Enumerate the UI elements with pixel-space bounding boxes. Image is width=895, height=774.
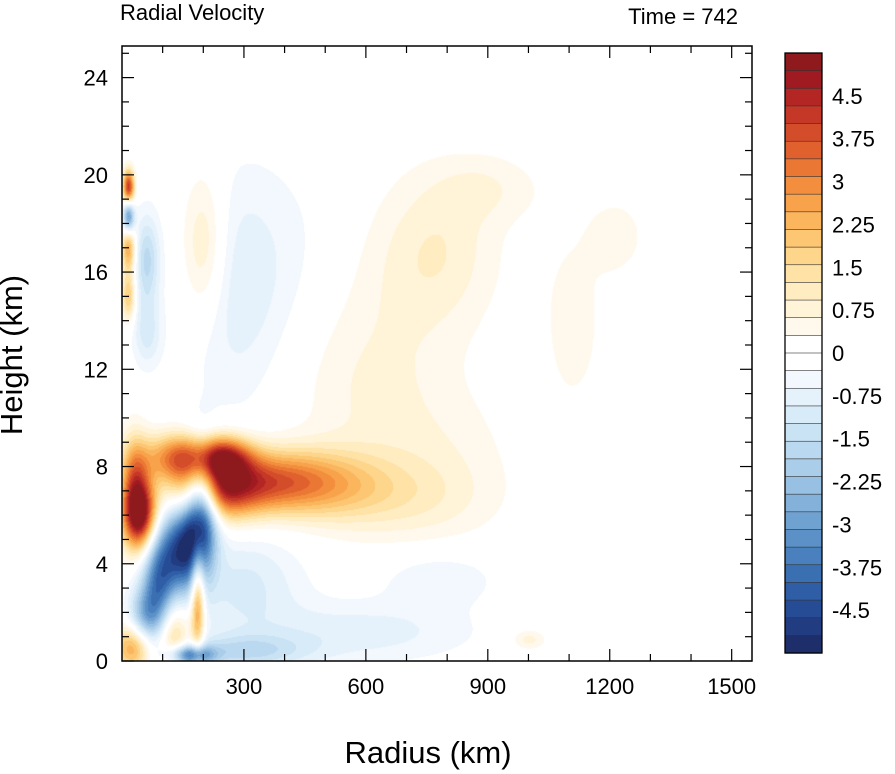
colorbar-swatch (784, 158, 823, 178)
colorbar-swatch (784, 423, 823, 442)
colorbar-swatch (784, 246, 823, 266)
colorbar-swatch (784, 440, 823, 460)
colorbar-tick-label: 0.75 (832, 298, 875, 323)
x-tick-label: 900 (469, 674, 506, 699)
colorbar-tick-label: -2.25 (832, 470, 882, 495)
y-tick-label: 12 (84, 357, 108, 382)
colorbar-swatch (784, 193, 823, 213)
colorbar-frame (784, 52, 823, 654)
colorbar-tick-label: 3.75 (832, 127, 875, 152)
plot-frame (121, 45, 753, 662)
colorbar-swatch (784, 176, 823, 195)
colorbar-tick-label: -3.75 (832, 555, 882, 580)
colorbar-tick-label: -3 (832, 512, 852, 537)
colorbar-swatch (784, 546, 823, 566)
colorbar: 4.5 3.75 3 2.25 1.5 0.75 0 -0.75 -1.5 -2.25 -3 -3.7… (784, 52, 882, 654)
y-axis: 0 4 8 12 16 20 24 (84, 52, 752, 674)
heatmap-field (122, 46, 752, 661)
colorbar-swatch (784, 635, 823, 654)
y-tick-label: 8 (96, 455, 108, 480)
y-tick-label: 4 (96, 552, 108, 577)
y-tick-label: 16 (84, 260, 108, 285)
colorbar-swatch (784, 299, 823, 319)
colorbar-swatch (784, 405, 823, 425)
y-axis-label: Height (km) (0, 275, 29, 435)
x-axis: 300 600 900 1200 1500 (162, 46, 756, 699)
x-tick-label: 1200 (585, 674, 634, 699)
colorbar-swatch (784, 123, 823, 142)
colorbar-swatch (784, 105, 823, 125)
y-tick-label: 20 (84, 163, 108, 188)
colorbar-swatch (784, 229, 823, 248)
colorbar-swatch (784, 335, 823, 354)
colorbar-swatch (784, 282, 823, 301)
colorbar-swatch (784, 564, 823, 584)
x-tick-label: 1500 (707, 674, 756, 699)
colorbar-swatch (784, 352, 823, 372)
colorbar-swatch (784, 140, 823, 160)
colorbar-swatch (784, 511, 823, 531)
colorbar-swatch (784, 87, 823, 107)
heatmap (122, 46, 752, 661)
colorbar-tick-label: 4.5 (832, 84, 863, 109)
colorbar-swatch (784, 370, 823, 389)
colorbar-swatch (784, 493, 823, 513)
colorbar-tick-label: -1.5 (832, 427, 870, 452)
colorbar-tick-label: -0.75 (832, 384, 882, 409)
y-tick-label: 0 (96, 649, 108, 674)
colorbar-swatch (784, 617, 823, 636)
colorbar-swatch (784, 458, 823, 478)
x-tick-label: 300 (226, 674, 263, 699)
x-axis-label: Radius (km) (344, 735, 511, 770)
colorbar-swatch (784, 387, 823, 407)
colorbar-tick-label: 1.5 (832, 255, 863, 280)
x-tick-label: 600 (348, 674, 385, 699)
chart-title: Radial Velocity (120, 0, 264, 25)
colorbar-swatch (784, 317, 823, 336)
colorbar-swatch (784, 476, 823, 495)
colorbar-swatch (784, 264, 823, 284)
chart-subtitle: Time = 742 (628, 4, 738, 29)
colorbar-tick-label: 0 (832, 341, 844, 366)
colorbar-tick-label: -4.5 (832, 598, 870, 623)
y-tick-label: 24 (84, 66, 108, 91)
colorbar-tick-label: 2.25 (832, 212, 875, 237)
colorbar-swatch (784, 599, 823, 619)
colorbar-swatch (784, 70, 823, 89)
colorbar-swatch (784, 52, 823, 72)
colorbar-tick-label: 3 (832, 170, 844, 195)
colorbar-swatch (784, 529, 823, 548)
colorbar-swatch (784, 582, 823, 601)
colorbar-swatch (784, 211, 823, 231)
